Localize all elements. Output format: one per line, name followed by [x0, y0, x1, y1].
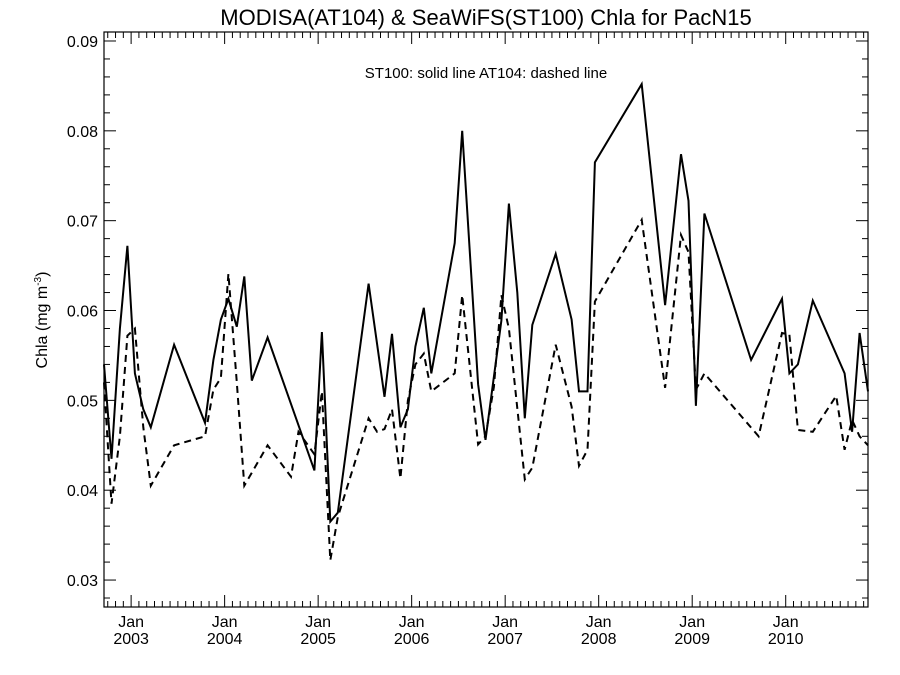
x-tick-year-label: 2004	[207, 631, 243, 648]
x-tick-year-label: 2005	[300, 631, 336, 648]
plot-border	[103, 31, 869, 608]
x-tick-year-label: 2009	[674, 631, 710, 648]
chart-title: MODISA(AT104) & SeaWiFS(ST100) Chla for …	[220, 5, 751, 30]
x-tick-month-label: Jan	[212, 614, 238, 631]
x-tick-month-label: Jan	[773, 614, 799, 631]
plot-frame	[103, 31, 869, 608]
x-tick-year-label: 2007	[487, 631, 523, 648]
x-tick-month-label: Jan	[305, 614, 331, 631]
y-tick-label: 0.05	[67, 393, 98, 410]
y-tick-label: 0.07	[67, 214, 98, 231]
y-tick-label: 0.06	[67, 304, 98, 321]
y-tick-label: 0.03	[67, 573, 98, 590]
x-tick-month-label: Jan	[399, 614, 425, 631]
x-tick-year-label: 2010	[768, 631, 804, 648]
y-axis-label: Chla (mg m-3)	[33, 272, 51, 369]
y-tick-label: 0.09	[67, 34, 98, 51]
series-line-st100	[103, 81, 869, 525]
x-tick-year-label: 2003	[113, 631, 149, 648]
x-tick-month-label: Jan	[118, 614, 144, 631]
y-tick-label: 0.04	[67, 483, 98, 500]
x-axis: Jan2003Jan2004Jan2005Jan2006Jan2007Jan20…	[107, 32, 865, 648]
y-axis: 0.03 0.04 0.05 0.06 0.07 0.08 0.09	[67, 34, 868, 599]
series-layer	[103, 81, 869, 561]
x-tick-year-label: 2008	[581, 631, 617, 648]
x-tick-month-label: Jan	[586, 614, 612, 631]
y-tick-label: 0.08	[67, 124, 98, 141]
x-tick-month-label: Jan	[492, 614, 518, 631]
x-tick-year-label: 2006	[394, 631, 430, 648]
x-tick-month-label: Jan	[679, 614, 705, 631]
series-line-at104	[103, 216, 869, 561]
chart-annotation: ST100: solid line AT104: dashed line	[365, 65, 607, 82]
